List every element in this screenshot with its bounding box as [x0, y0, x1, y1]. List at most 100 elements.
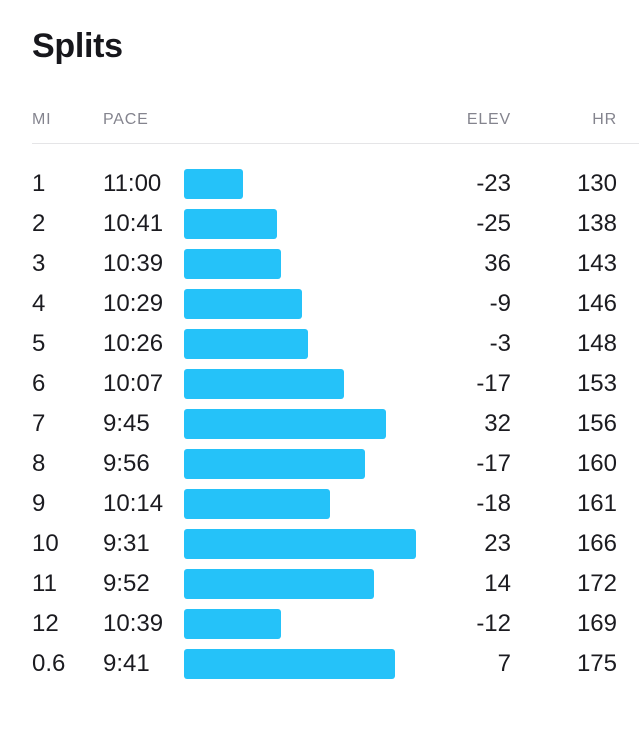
hr-value: 160	[576, 450, 617, 477]
pace-bar-track	[184, 489, 451, 519]
table-row: 6 10:07 -17 153	[32, 364, 617, 404]
hr-value: 146	[576, 290, 617, 317]
mile-label: 5	[32, 330, 46, 357]
pace-bar-track	[184, 289, 451, 319]
hr-value: 130	[576, 170, 617, 197]
elev-value: -9	[489, 290, 511, 317]
pace-bar	[184, 449, 365, 479]
pace-bar-track	[184, 329, 451, 359]
mile-label: 9	[32, 490, 46, 517]
page-title: Splits	[32, 27, 123, 65]
table-row: 11 9:52 14 172	[32, 564, 617, 604]
hr-value: 169	[576, 610, 617, 637]
pace-value: 10:39	[103, 610, 164, 637]
pace-value: 10:07	[103, 370, 164, 397]
table-row: 0.6 9:41 7 175	[32, 644, 617, 684]
elev-value: -17	[476, 450, 511, 477]
pace-bar	[184, 649, 395, 679]
elev-value: -3	[489, 330, 511, 357]
pace-bar	[184, 369, 344, 399]
pace-bar	[184, 489, 330, 519]
pace-bar-track	[184, 369, 451, 399]
pace-value: 9:31	[103, 530, 150, 557]
pace-bar	[184, 289, 302, 319]
pace-bar-track	[184, 449, 451, 479]
mile-label: 11	[32, 570, 57, 597]
mile-label: 12	[32, 610, 59, 637]
hr-value: 138	[576, 210, 617, 237]
pace-value: 10:29	[103, 290, 164, 317]
mile-label: 1	[32, 170, 46, 197]
mile-label: 2	[32, 210, 46, 237]
elev-value: -25	[476, 210, 511, 237]
col-header-pace: PACE	[103, 111, 149, 128]
hr-value: 175	[576, 650, 617, 677]
col-header-elev: ELEV	[466, 111, 511, 128]
table-row: 8 9:56 -17 160	[32, 444, 617, 484]
pace-value: 10:41	[103, 210, 164, 237]
hr-value: 153	[576, 370, 617, 397]
pace-value: 10:39	[103, 250, 164, 277]
elev-value: -18	[476, 490, 511, 517]
splits-table: 1 11:00 -23 130 2 10:41 -25 138 3 10:39 …	[32, 164, 617, 684]
pace-value: 9:41	[103, 650, 150, 677]
pace-bar-track	[184, 249, 451, 279]
hr-value: 156	[576, 410, 617, 437]
elev-value: 36	[484, 250, 511, 277]
hr-value: 172	[576, 570, 617, 597]
pace-bar-track	[184, 169, 451, 199]
mile-label: 0.6	[32, 650, 66, 677]
hr-value: 166	[576, 530, 617, 557]
pace-bar	[184, 329, 308, 359]
pace-value: 9:56	[103, 450, 150, 477]
mile-label: 10	[32, 530, 59, 557]
elev-value: 14	[484, 570, 511, 597]
mile-label: 6	[32, 370, 46, 397]
pace-bar-track	[184, 529, 451, 559]
mile-label: 3	[32, 250, 46, 277]
pace-value: 11:00	[103, 170, 162, 197]
elev-value: -17	[476, 370, 511, 397]
hr-value: 148	[576, 330, 617, 357]
elev-value: 32	[484, 410, 511, 437]
hr-value: 161	[576, 490, 617, 517]
table-row: 4 10:29 -9 146	[32, 284, 617, 324]
table-row: 2 10:41 -25 138	[32, 204, 617, 244]
elev-value: -23	[476, 170, 511, 197]
header-divider	[32, 143, 639, 144]
table-row: 5 10:26 -3 148	[32, 324, 617, 364]
pace-bar	[184, 569, 374, 599]
elev-value: -12	[476, 610, 511, 637]
mile-label: 8	[32, 450, 46, 477]
elev-value: 23	[484, 530, 511, 557]
elev-value: 7	[497, 650, 511, 677]
table-header: MI PACE ELEV HR	[32, 110, 617, 129]
table-row: 9 10:14 -18 161	[32, 484, 617, 524]
pace-value: 9:52	[103, 570, 150, 597]
table-row: 3 10:39 36 143	[32, 244, 617, 284]
pace-bar-track	[184, 209, 451, 239]
pace-value: 9:45	[103, 410, 150, 437]
pace-bar-track	[184, 649, 451, 679]
pace-bar	[184, 169, 243, 199]
col-header-hr: HR	[592, 111, 617, 128]
splits-page: Splits MI PACE ELEV HR 1 11:00 -23 130 2…	[0, 26, 639, 684]
pace-bar-track	[184, 609, 451, 639]
table-row: 7 9:45 32 156	[32, 404, 617, 444]
pace-value: 10:26	[103, 330, 164, 357]
pace-bar	[184, 249, 281, 279]
table-row: 10 9:31 23 166	[32, 524, 617, 564]
col-header-mi: MI	[32, 111, 52, 128]
hr-value: 143	[576, 250, 617, 277]
pace-bar	[184, 409, 386, 439]
table-row: 12 10:39 -12 169	[32, 604, 617, 644]
mile-label: 4	[32, 290, 46, 317]
pace-bar	[184, 609, 281, 639]
table-row: 1 11:00 -23 130	[32, 164, 617, 204]
pace-bar-track	[184, 569, 451, 599]
mile-label: 7	[32, 410, 46, 437]
pace-bar	[184, 529, 416, 559]
pace-value: 10:14	[103, 490, 164, 517]
pace-bar	[184, 209, 277, 239]
pace-bar-track	[184, 409, 451, 439]
